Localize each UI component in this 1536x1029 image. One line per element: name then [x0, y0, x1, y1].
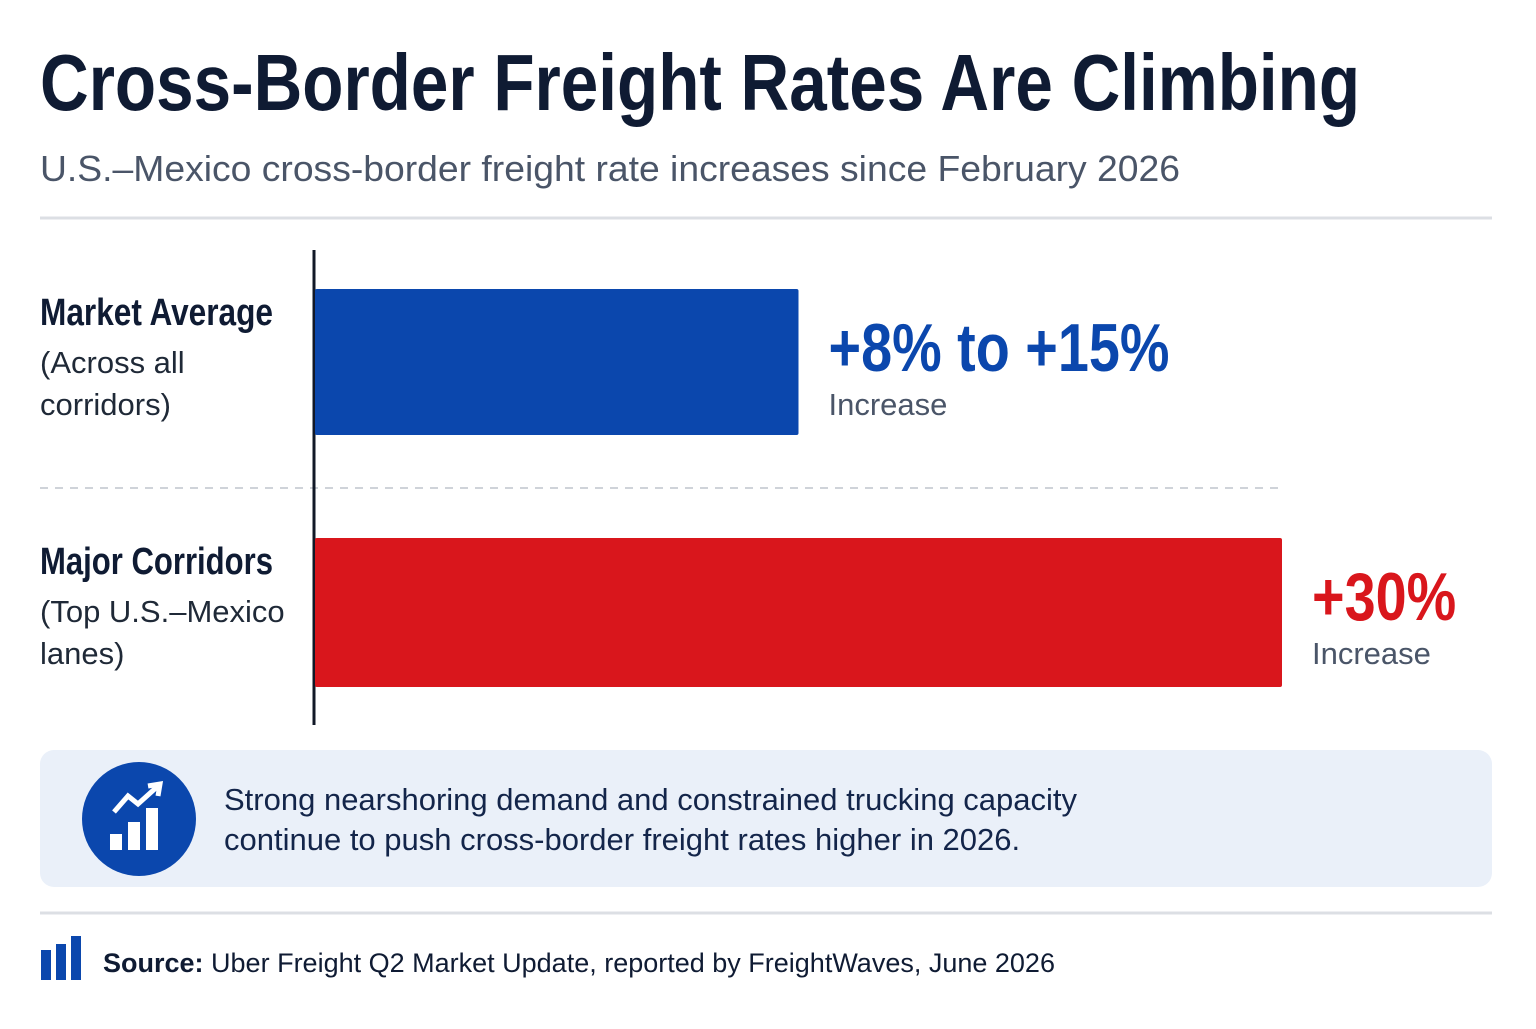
chart-subtitle: U.S.–Mexico cross-border freight rate in… [40, 148, 1180, 189]
value-label: +8% to +15% [829, 310, 1170, 386]
callout-text: Strong nearshoring demand and constraine… [224, 782, 1078, 857]
category-note: corridors) [40, 387, 171, 422]
category-label: Market Average [40, 292, 273, 334]
source-icon [41, 936, 81, 980]
source: Source: Uber Freight Q2 Market Update, r… [103, 948, 1055, 978]
category-note: (Across all [40, 345, 185, 380]
category-note: (Top U.S.–Mexico [40, 594, 285, 629]
value-label: +30% [1312, 559, 1456, 635]
chart-title: Cross-Border Freight Rates Are Climbing [40, 38, 1360, 127]
callout-line: continue to push cross-border freight ra… [224, 822, 1020, 857]
source-text: Uber Freight Q2 Market Update, reported … [211, 948, 1055, 978]
bar [315, 538, 1282, 687]
callout-box [40, 750, 1492, 887]
source-label: Source: [103, 948, 204, 978]
category-note: lanes) [40, 636, 124, 671]
bar [315, 289, 799, 435]
callout-icon [82, 762, 196, 876]
value-sublabel: Increase [1312, 636, 1431, 671]
callout-line: Strong nearshoring demand and constraine… [224, 782, 1078, 817]
value-sublabel: Increase [829, 387, 948, 422]
category-label: Major Corridors [40, 541, 273, 583]
